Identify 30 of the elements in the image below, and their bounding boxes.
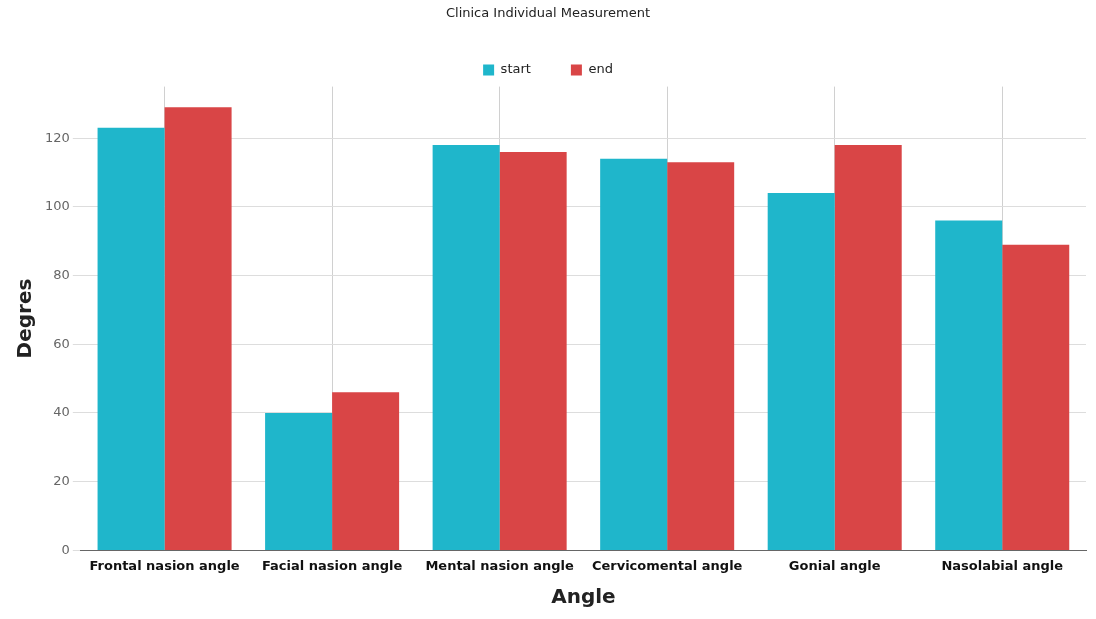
bar (834, 145, 902, 550)
x-tick-label: Mental nasion angle (425, 557, 575, 573)
bar (164, 107, 232, 550)
y-tick-label: 20 (53, 473, 70, 489)
bar (332, 392, 400, 550)
y-axis-title: Degres (12, 278, 37, 359)
bar (600, 158, 668, 550)
y-tick-label: 80 (53, 266, 70, 282)
bar (667, 162, 735, 550)
chart-title: Clinica Individual Measurement (445, 5, 651, 21)
bar (432, 145, 500, 550)
x-tick-label: Frontal nasion angle (89, 557, 240, 573)
y-tick-label: 0 (61, 541, 70, 557)
y-tick-label: 40 (53, 404, 70, 420)
bar (97, 127, 165, 550)
bar (935, 220, 1003, 550)
bar (767, 193, 835, 550)
x-tick-label: Gonial angle (788, 557, 881, 573)
x-tick-label: Cervicomental angle (591, 557, 743, 573)
bar (499, 151, 567, 550)
x-axis-title: Angle (551, 584, 616, 609)
bar (265, 412, 333, 550)
x-tick-label: Nasolabial angle (941, 557, 1064, 573)
legend-label: start (500, 61, 531, 77)
y-tick-label: 100 (44, 198, 70, 214)
legend-label: end (588, 61, 613, 77)
bar (1002, 244, 1070, 550)
y-tick-label: 120 (44, 129, 70, 145)
x-tick-label: Facial nasion angle (261, 557, 403, 573)
y-tick-label: 60 (53, 335, 70, 351)
